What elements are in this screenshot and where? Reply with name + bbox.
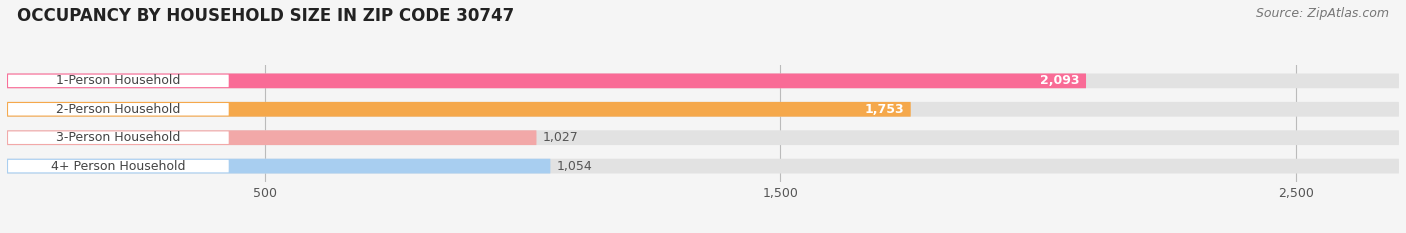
FancyBboxPatch shape	[8, 75, 229, 87]
FancyBboxPatch shape	[7, 102, 911, 117]
FancyBboxPatch shape	[7, 130, 1399, 145]
Text: OCCUPANCY BY HOUSEHOLD SIZE IN ZIP CODE 30747: OCCUPANCY BY HOUSEHOLD SIZE IN ZIP CODE …	[17, 7, 515, 25]
FancyBboxPatch shape	[7, 130, 537, 145]
Text: 3-Person Household: 3-Person Household	[56, 131, 180, 144]
FancyBboxPatch shape	[7, 73, 1085, 88]
Text: 4+ Person Household: 4+ Person Household	[51, 160, 186, 173]
Text: Source: ZipAtlas.com: Source: ZipAtlas.com	[1256, 7, 1389, 20]
Text: 1,027: 1,027	[543, 131, 578, 144]
Text: 2-Person Household: 2-Person Household	[56, 103, 180, 116]
FancyBboxPatch shape	[8, 131, 229, 144]
FancyBboxPatch shape	[7, 102, 1399, 117]
Text: 1,753: 1,753	[865, 103, 904, 116]
FancyBboxPatch shape	[7, 73, 1399, 88]
FancyBboxPatch shape	[7, 159, 1399, 174]
FancyBboxPatch shape	[8, 103, 229, 116]
FancyBboxPatch shape	[8, 160, 229, 172]
Text: 2,093: 2,093	[1040, 74, 1080, 87]
FancyBboxPatch shape	[7, 159, 550, 174]
Text: 1,054: 1,054	[557, 160, 592, 173]
Text: 1-Person Household: 1-Person Household	[56, 74, 180, 87]
